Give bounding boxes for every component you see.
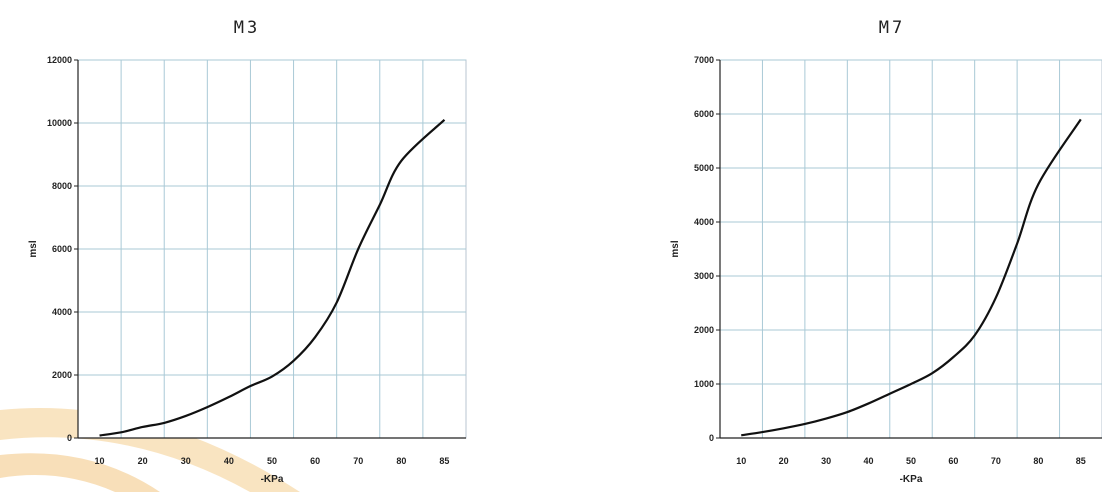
y-tick-label: 12000 [47,55,72,65]
y-tick-label: 1000 [694,379,714,389]
x-tick-label: 70 [353,456,363,466]
x-tick-label: 80 [396,456,406,466]
x-tick-label: 40 [864,456,874,466]
x-tick-label: 10 [736,456,746,466]
y-axis-label: msl [28,240,39,257]
y-tick-label: 0 [67,433,72,443]
x-tick-label: 85 [1076,456,1086,466]
x-tick-label: 10 [95,456,105,466]
x-axis-label: -KPa [900,474,923,485]
x-tick-label: 60 [310,456,320,466]
x-tick-label: 30 [181,456,191,466]
y-axis-label: msl [670,240,681,257]
y-tick-label: 7000 [694,55,714,65]
y-tick-label: 5000 [694,163,714,173]
y-tick-label: 6000 [694,109,714,119]
y-tick-label: 10000 [47,118,72,128]
chart-title-m3: M3 [233,18,261,38]
y-tick-label: 8000 [52,181,72,191]
y-tick-label: 4000 [694,217,714,227]
x-tick-label: 50 [267,456,277,466]
series-line [741,118,1082,437]
y-tick-label: 4000 [52,307,72,317]
x-tick-label: 85 [439,456,449,466]
series-line [99,119,446,437]
plot-area [719,59,1102,439]
x-tick-label: 70 [991,456,1001,466]
y-tick-label: 2000 [694,325,714,335]
x-tick-label: 20 [138,456,148,466]
x-tick-label: 40 [224,456,234,466]
x-tick-label: 80 [1033,456,1043,466]
x-axis-label: -KPa [261,474,284,485]
x-tick-label: 20 [779,456,789,466]
y-tick-label: 3000 [694,271,714,281]
chart-title-m7: M7 [878,18,906,38]
x-tick-label: 50 [906,456,916,466]
y-tick-label: 0 [709,433,714,443]
x-tick-label: 30 [821,456,831,466]
y-tick-label: 2000 [52,370,72,380]
y-tick-label: 6000 [52,244,72,254]
x-tick-label: 60 [948,456,958,466]
